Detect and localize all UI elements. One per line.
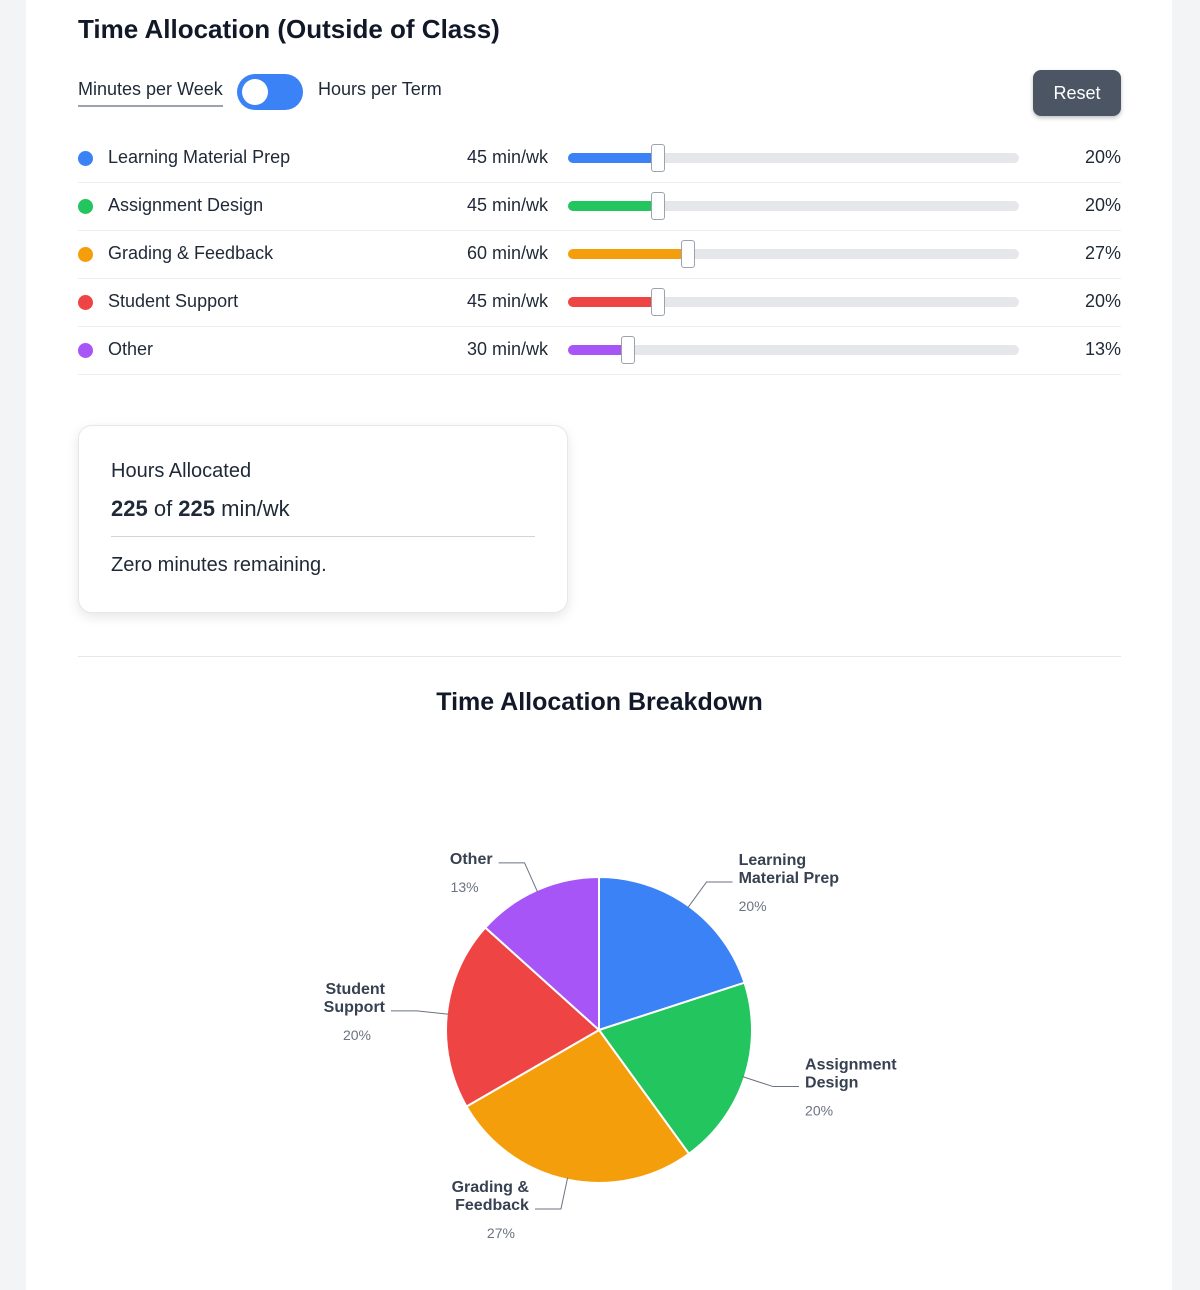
- allocation-summary-card: Hours Allocated 225 of 225 min/wk Zero m…: [78, 425, 568, 613]
- slider-thumb[interactable]: [681, 240, 696, 268]
- reset-button[interactable]: Reset: [1033, 70, 1121, 116]
- color-dot: [78, 343, 93, 358]
- slider-fill: [568, 345, 629, 355]
- minutes-value: 45 min/wk: [466, 147, 548, 167]
- category-label: Student Support: [108, 291, 239, 311]
- unit-toggle-switch[interactable]: [237, 74, 303, 110]
- pie-label-name: Other: [450, 851, 493, 868]
- minutes-slider[interactable]: [568, 240, 1019, 268]
- unit-toggle-row: Minutes per Week Hours per Term: [78, 74, 478, 110]
- summary-unit: min/wk: [215, 496, 290, 521]
- page-title: Time Allocation (Outside of Class): [78, 14, 500, 44]
- pie-label-percent: 13%: [451, 879, 479, 895]
- minutes-slider[interactable]: [568, 144, 1019, 172]
- slider-fill: [568, 249, 689, 259]
- color-dot: [78, 295, 93, 310]
- percent-value: 20%: [1084, 147, 1121, 167]
- pie-label-percent: 20%: [343, 1027, 371, 1043]
- slider-thumb[interactable]: [651, 144, 666, 172]
- pie-label-percent: 20%: [805, 1103, 833, 1119]
- percent-value: 27%: [1084, 243, 1121, 263]
- minutes-value: 45 min/wk: [466, 291, 548, 311]
- pie-leader-line: [742, 1076, 800, 1088]
- minutes-slider[interactable]: [568, 288, 1019, 316]
- color-dot: [78, 151, 93, 166]
- pie-leader-line: [498, 862, 539, 893]
- chart-title: Time Allocation Breakdown: [436, 688, 763, 716]
- percent-value: 20%: [1084, 195, 1121, 215]
- slider-fill: [568, 297, 659, 307]
- category-label: Learning Material Prep: [108, 147, 291, 167]
- slider-thumb[interactable]: [651, 192, 666, 220]
- minutes-slider[interactable]: [568, 336, 1019, 364]
- allocation-row-grading-feedback: Grading & Feedback 60 min/wk 27%: [78, 231, 1121, 279]
- pie-label-name: Grading &: [452, 1179, 530, 1196]
- slider-track: [568, 249, 1019, 259]
- allocation-row-assignment-design: Assignment Design 45 min/wk 20%: [78, 183, 1121, 231]
- minutes-value: 45 min/wk: [466, 195, 548, 215]
- slider-thumb[interactable]: [651, 288, 666, 316]
- pie-leader-line: [391, 1010, 449, 1015]
- section-divider: [78, 656, 1121, 657]
- unit-hours-label[interactable]: Hours per Term: [318, 79, 442, 99]
- total-minutes: 225: [178, 496, 216, 521]
- summary-divider: [111, 536, 535, 537]
- percent-value: 20%: [1084, 291, 1121, 311]
- pie-label-name: Design: [805, 1075, 858, 1092]
- category-label: Other: [108, 339, 154, 359]
- slider-thumb[interactable]: [621, 336, 636, 364]
- pie-leader-line: [687, 881, 733, 909]
- pie-label-name: Learning: [739, 852, 807, 869]
- color-dot: [78, 247, 93, 262]
- allocation-list: Learning Material Prep 45 min/wk 20% Ass…: [78, 135, 1121, 375]
- percent-value: 13%: [1084, 339, 1121, 359]
- allocation-row-learning-material-prep: Learning Material Prep 45 min/wk 20%: [78, 135, 1121, 183]
- pie-leader-line: [534, 1177, 569, 1210]
- pie-label-name: Feedback: [455, 1197, 529, 1214]
- summary-value: 225 of 225 min/wk: [111, 496, 290, 522]
- summary-label: Hours Allocated: [111, 460, 252, 482]
- summary-status: Zero minutes remaining.: [111, 554, 327, 576]
- slider-track: [568, 297, 1019, 307]
- pie-label-name: Support: [324, 999, 386, 1016]
- slider-fill: [568, 201, 659, 211]
- slider-fill: [568, 153, 659, 163]
- minutes-value: 60 min/wk: [466, 243, 548, 263]
- minutes-slider[interactable]: [568, 192, 1019, 220]
- pie-label-name: Assignment: [805, 1057, 897, 1074]
- pie-label-percent: 20%: [739, 898, 767, 914]
- slider-track: [568, 153, 1019, 163]
- allocated-minutes: 225: [111, 496, 148, 521]
- pie-label-name: Student: [325, 981, 385, 998]
- slider-track: [568, 201, 1019, 211]
- pie-label-name: Material Prep: [739, 870, 840, 887]
- pie-label-percent: 27%: [487, 1225, 515, 1241]
- category-label: Assignment Design: [108, 195, 264, 215]
- unit-minutes-label[interactable]: Minutes per Week: [78, 79, 223, 107]
- color-dot: [78, 199, 93, 214]
- toggle-knob: [242, 79, 268, 105]
- minutes-value: 30 min/wk: [466, 339, 548, 359]
- summary-of-text: of: [147, 496, 179, 521]
- slider-track: [568, 345, 1019, 355]
- allocation-row-other: Other 30 min/wk 13%: [78, 327, 1121, 375]
- category-label: Grading & Feedback: [108, 243, 274, 263]
- allocation-row-student-support: Student Support 45 min/wk 20%: [78, 279, 1121, 327]
